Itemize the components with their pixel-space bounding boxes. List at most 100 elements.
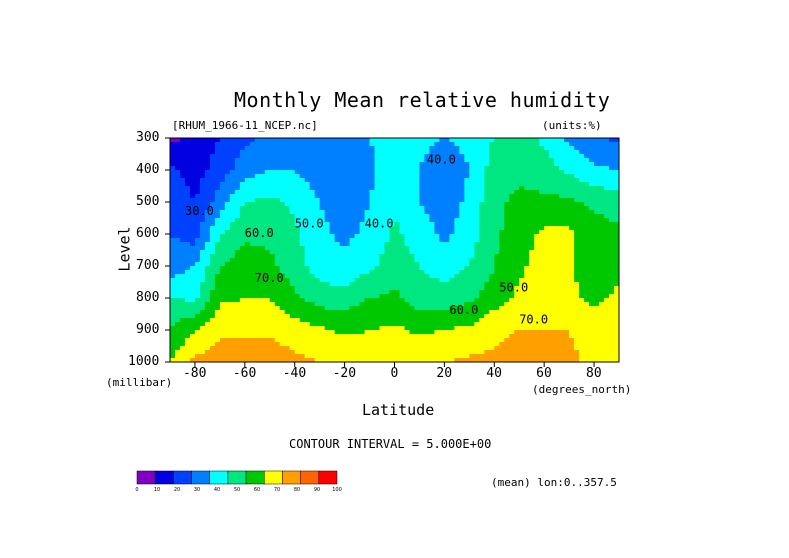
contour-cell	[269, 194, 276, 199]
contour-cell	[599, 350, 605, 355]
contour-cell	[379, 282, 386, 287]
contour-cell	[479, 342, 485, 347]
contour-cell	[539, 338, 545, 343]
contour-cell	[299, 190, 306, 195]
contour-cell	[529, 354, 535, 359]
contour-cell	[584, 238, 590, 243]
contour-cell	[264, 302, 271, 307]
contour-cell	[384, 314, 391, 319]
contour-cell	[424, 306, 431, 311]
contour-cell	[204, 186, 211, 191]
contour-cell	[424, 262, 431, 267]
contour-cell	[434, 278, 440, 283]
contour-cell	[344, 142, 351, 147]
contour-cell	[529, 302, 535, 307]
contour-cell	[234, 350, 241, 355]
contour-cell	[174, 194, 181, 199]
contour-cell	[444, 198, 450, 203]
contour-cell	[364, 314, 371, 319]
contour-cell	[479, 238, 485, 243]
contour-cell	[170, 174, 176, 179]
contour-cell	[534, 258, 540, 263]
contour-cell	[559, 218, 565, 223]
contour-cell	[259, 318, 266, 323]
contour-cell	[424, 294, 431, 299]
contour-cell	[189, 222, 196, 227]
contour-cell	[549, 234, 555, 239]
contour-cell	[204, 318, 211, 323]
contour-cell	[514, 246, 520, 251]
contour-cell	[589, 234, 595, 239]
contour-cell	[329, 346, 336, 351]
contour-cell	[184, 302, 191, 307]
contour-cell	[564, 302, 570, 307]
contour-cell	[229, 170, 236, 175]
contour-cell	[499, 322, 505, 327]
contour-cell	[170, 334, 176, 339]
contour-cell	[199, 234, 206, 239]
contour-cell	[504, 158, 510, 163]
contour-cell	[594, 282, 600, 287]
contour-cell	[399, 358, 406, 362]
contour-cell	[374, 302, 381, 307]
contour-cell	[539, 226, 545, 231]
contour-cell	[184, 154, 191, 159]
contour-cell	[334, 338, 341, 343]
contour-cell	[414, 310, 421, 315]
contour-cell	[389, 358, 396, 362]
contour-cell	[584, 182, 590, 187]
contour-cell	[319, 350, 326, 355]
contour-cell	[489, 206, 495, 211]
contour-cell	[494, 166, 500, 171]
contour-cell	[364, 298, 371, 303]
contour-cell	[174, 306, 181, 311]
contour-cell	[249, 278, 256, 283]
contour-cell	[389, 238, 396, 243]
contour-cell	[264, 182, 271, 187]
contour-cell	[574, 194, 580, 199]
contour-cell	[564, 278, 570, 283]
contour-cell	[414, 142, 421, 147]
contour-cell	[454, 294, 460, 299]
contour-cell	[409, 266, 416, 271]
contour-cell	[289, 278, 296, 283]
contour-cell	[449, 198, 455, 203]
contour-cell	[234, 282, 241, 287]
contour-cell	[359, 194, 366, 199]
contour-cell	[609, 250, 615, 255]
contour-cell	[509, 190, 515, 195]
contour-cell	[544, 138, 550, 143]
contour-cell	[229, 158, 236, 163]
contour-cell	[364, 306, 371, 311]
contour-cell	[544, 226, 550, 231]
contour-cell	[254, 282, 261, 287]
contour-cell	[484, 278, 490, 283]
contour-cell	[564, 230, 570, 235]
contour-cell	[559, 350, 565, 355]
contour-cell	[214, 282, 221, 287]
contour-cell	[489, 278, 495, 283]
contour-cell	[609, 246, 615, 251]
contour-cell	[494, 310, 500, 315]
contour-cell	[394, 310, 401, 315]
contour-cell	[339, 206, 346, 211]
contour-cell	[454, 238, 460, 243]
contour-cell	[404, 318, 411, 323]
contour-cell	[569, 202, 575, 207]
contour-cell	[319, 158, 326, 163]
contour-cell	[464, 234, 470, 239]
contour-cell	[204, 222, 211, 227]
contour-cell	[379, 330, 386, 335]
contour-cell	[434, 182, 440, 187]
contour-cell	[359, 318, 366, 323]
contour-cell	[604, 330, 610, 335]
contour-cell	[309, 270, 316, 275]
contour-cell	[179, 254, 186, 259]
contour-cell	[209, 230, 216, 235]
contour-cell	[204, 198, 211, 203]
contour-cell	[339, 326, 346, 331]
contour-cell	[319, 154, 326, 159]
contour-cell	[354, 330, 361, 335]
contour-cell	[529, 210, 535, 215]
contour-cell	[459, 290, 465, 295]
